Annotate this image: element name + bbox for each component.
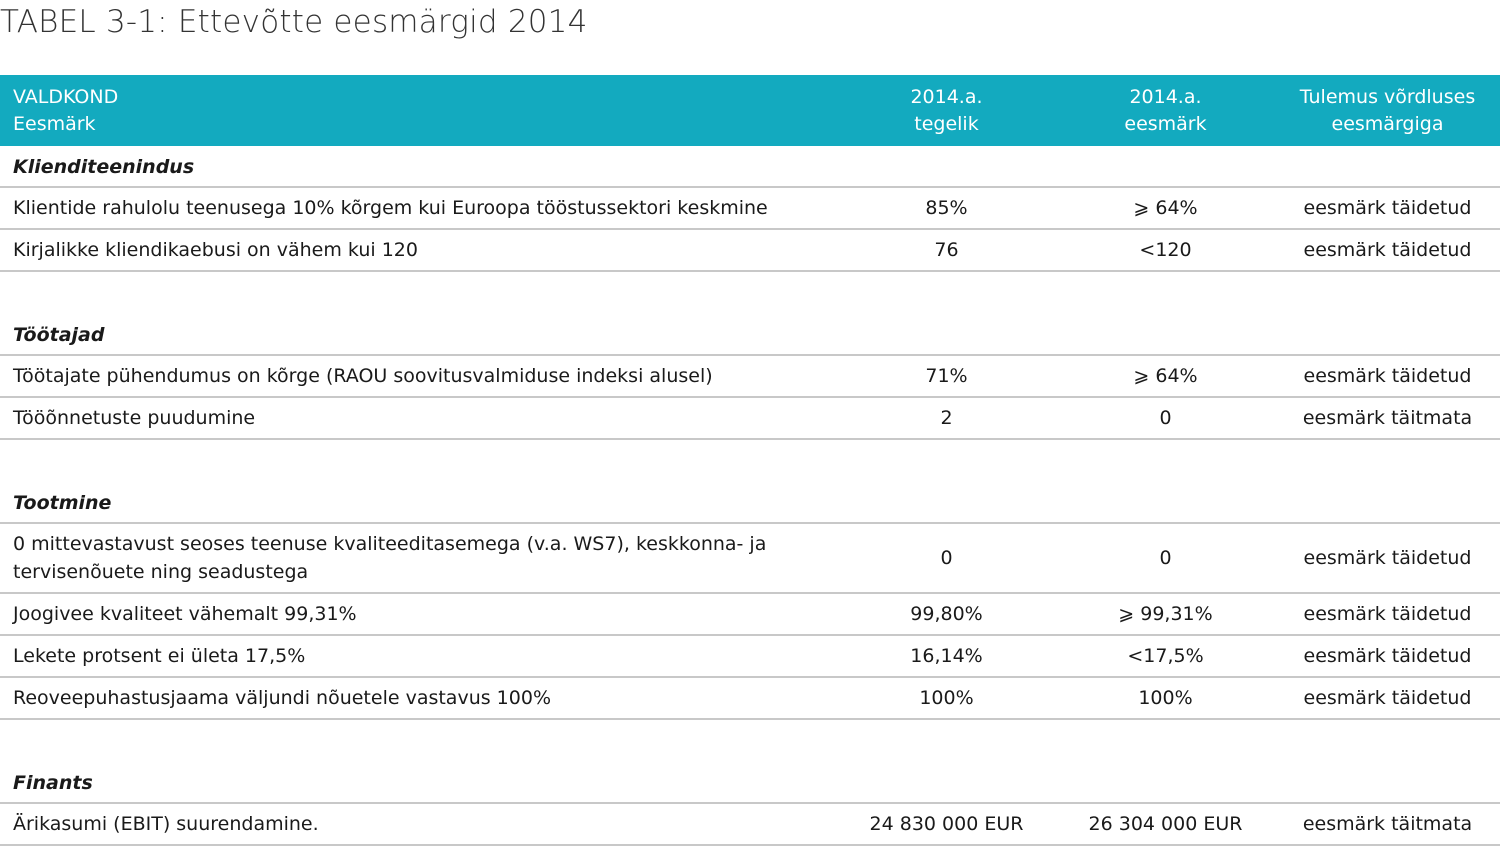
target-cell: <17,5% xyxy=(1127,645,1204,667)
target-cell: ⩾ 64% xyxy=(1133,365,1198,387)
result-cell: eesmärk täidetud xyxy=(1303,603,1472,625)
section-name: Finants xyxy=(13,772,93,794)
target-cell: ⩾ 99,31% xyxy=(1118,603,1213,625)
header-actual: 2014.a. tegelik xyxy=(837,84,1056,138)
result-cell: eesmärk täidetud xyxy=(1303,365,1472,387)
section-heading-customer-service: Klienditeenindus xyxy=(0,146,1500,188)
section-spacer xyxy=(0,440,1500,482)
header-target-year: 2014.a. xyxy=(1129,85,1202,108)
header-area-goal: VALDKOND Eesmärk xyxy=(0,84,837,138)
result-cell: eesmärk täidetud xyxy=(1303,197,1472,219)
table-row: Klientide rahulolu teenusega 10% kõrgem … xyxy=(0,188,1500,230)
table-row: 0 mittevastavust seoses teenuse kvalitee… xyxy=(0,524,1500,594)
table-row: Tööõnnetuste puudumine 2 0 eesmärk täitm… xyxy=(0,398,1500,440)
target-cell: 0 xyxy=(1159,407,1172,429)
table-row: Töötajate pühendumus on kõrge (RAOU soov… xyxy=(0,356,1500,398)
table-row: Lekete protsent ei ületa 17,5% 16,14% <1… xyxy=(0,636,1500,678)
result-cell: eesmärk täidetud xyxy=(1303,239,1472,261)
section-heading-employees: Töötajad xyxy=(0,314,1500,356)
table-row: Kirjalikke kliendikaebusi on vähem kui 1… xyxy=(0,230,1500,272)
actual-cell: 85% xyxy=(925,197,968,219)
section-name: Tootmine xyxy=(13,492,112,514)
table-row: Joogivee kvaliteet vähemalt 99,31% 99,80… xyxy=(0,594,1500,636)
result-cell: eesmärk täidetud xyxy=(1303,645,1472,667)
header-actual-label: tegelik xyxy=(914,112,979,135)
table-row: Ärikasumi (EBIT) suurendamine. 24 830 00… xyxy=(0,804,1500,846)
result-cell: eesmärk täidetud xyxy=(1303,687,1472,709)
section-name: Töötajad xyxy=(13,324,105,346)
header-goal-label: Eesmärk xyxy=(13,112,96,135)
section-heading-production: Tootmine xyxy=(0,482,1500,524)
header-result-line2: eesmärgiga xyxy=(1331,112,1444,135)
header-target: 2014.a. eesmärk xyxy=(1056,84,1275,138)
table-header: VALDKOND Eesmärk 2014.a. tegelik 2014.a.… xyxy=(0,75,1500,146)
actual-cell: 76 xyxy=(934,239,959,261)
goal-cell: Ärikasumi (EBIT) suurendamine. xyxy=(13,813,319,835)
table-row: Reoveepuhastusjaama väljundi nõuetele va… xyxy=(0,678,1500,720)
section-heading-finance: Finants xyxy=(0,762,1500,804)
actual-cell: 24 830 000 EUR xyxy=(869,813,1024,835)
header-area-label: VALDKOND xyxy=(13,85,119,108)
result-cell: eesmärk täitmata xyxy=(1302,813,1473,835)
actual-cell: 0 xyxy=(940,547,953,569)
header-actual-year: 2014.a. xyxy=(910,85,983,108)
header-target-label: eesmärk xyxy=(1124,112,1207,135)
goals-table: VALDKOND Eesmärk 2014.a. tegelik 2014.a.… xyxy=(0,75,1500,846)
target-cell: ⩾ 64% xyxy=(1133,197,1198,219)
goal-cell: Joogivee kvaliteet vähemalt 99,31% xyxy=(13,603,357,625)
actual-cell: 16,14% xyxy=(910,645,983,667)
section-spacer xyxy=(0,720,1500,762)
goal-cell: Kirjalikke kliendikaebusi on vähem kui 1… xyxy=(13,239,418,261)
result-cell: eesmärk täidetud xyxy=(1303,547,1472,569)
target-cell: <120 xyxy=(1139,239,1192,261)
result-cell: eesmärk täitmata xyxy=(1302,407,1473,429)
actual-cell: 2 xyxy=(940,407,953,429)
section-name: Klienditeenindus xyxy=(13,156,195,178)
goal-cell: Lekete protsent ei ületa 17,5% xyxy=(13,645,306,667)
table-title: TABEL 3-1: Ettevõtte eesmärgid 2014 xyxy=(0,4,588,40)
actual-cell: 71% xyxy=(925,365,968,387)
goal-cell: Reoveepuhastusjaama väljundi nõuetele va… xyxy=(13,687,551,709)
section-spacer xyxy=(0,272,1500,314)
target-cell: 26 304 000 EUR xyxy=(1088,813,1243,835)
goal-cell: Tööõnnetuste puudumine xyxy=(13,407,256,429)
actual-cell: 100% xyxy=(919,687,974,709)
actual-cell: 99,80% xyxy=(910,603,983,625)
goal-cell: Töötajate pühendumus on kõrge (RAOU soov… xyxy=(13,365,713,387)
goal-cell: Klientide rahulolu teenusega 10% kõrgem … xyxy=(13,197,768,219)
target-cell: 100% xyxy=(1138,687,1193,709)
target-cell: 0 xyxy=(1159,547,1172,569)
goal-cell: 0 mittevastavust seoses teenuse kvalitee… xyxy=(13,533,767,583)
header-result: Tulemus võrdluses eesmärgiga xyxy=(1275,84,1500,138)
header-result-line1: Tulemus võrdluses xyxy=(1299,85,1476,108)
